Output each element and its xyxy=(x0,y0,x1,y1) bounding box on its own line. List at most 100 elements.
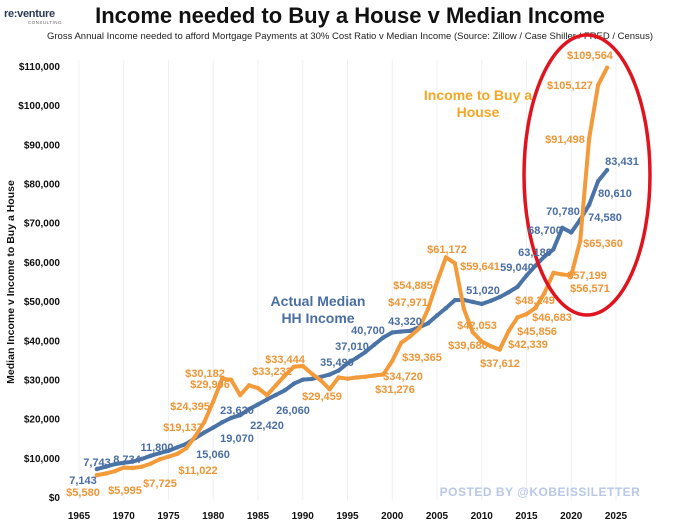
median-point xyxy=(595,178,601,184)
y-tick-label: $80,000 xyxy=(24,180,61,191)
median-point xyxy=(175,445,180,450)
house-data-label: $91,498 xyxy=(545,134,585,146)
y-tick-label: $10,000 xyxy=(24,454,61,465)
median-point xyxy=(488,298,493,304)
house-data-label: $24,395 xyxy=(170,401,210,413)
median-data-label: 26,060 xyxy=(276,405,310,417)
median-point xyxy=(121,460,126,465)
median-data-label: 23,620 xyxy=(220,405,254,417)
house-point xyxy=(228,377,234,383)
house-point xyxy=(390,358,395,364)
house-data-label: $42,053 xyxy=(457,320,497,332)
house-point xyxy=(157,457,162,462)
house-data-label: $65,360 xyxy=(583,238,623,250)
median-point xyxy=(604,167,610,173)
median-point xyxy=(506,290,511,295)
house-point xyxy=(112,468,118,474)
house-point xyxy=(166,454,171,459)
house-point xyxy=(318,378,323,383)
y-tick-label: $100,000 xyxy=(18,101,60,112)
house-point xyxy=(202,419,207,425)
house-point xyxy=(560,272,565,277)
house-point xyxy=(416,326,422,331)
median-point xyxy=(246,406,252,412)
house-point xyxy=(175,451,180,457)
house-point xyxy=(372,373,377,378)
house-point xyxy=(515,315,520,320)
house-income-line xyxy=(94,65,610,478)
median-data-label: 11,800 xyxy=(140,442,173,454)
median-point xyxy=(112,461,118,467)
median-point xyxy=(434,313,440,318)
y-tick-label: $40,000 xyxy=(24,336,61,347)
median-data-label: 43,320 xyxy=(388,316,422,328)
house-point xyxy=(148,461,153,466)
median-data-label: 51,020 xyxy=(466,285,500,297)
median-point xyxy=(148,453,153,459)
median-data-label: 7,143 xyxy=(69,475,97,487)
median-data-label: 15,060 xyxy=(196,449,230,461)
logo-subtext: CONSULTING xyxy=(27,20,62,25)
house-point xyxy=(103,471,109,476)
x-tick-label: 1975 xyxy=(157,511,180,522)
median-point xyxy=(586,202,592,207)
median-data-label: 8,734 xyxy=(113,454,141,466)
median-point xyxy=(425,321,431,326)
x-tick-label: 1980 xyxy=(202,511,225,522)
house-data-label: $57,199 xyxy=(567,270,607,282)
median-data-label: 59,040 xyxy=(500,262,534,274)
house-data-label: $7,725 xyxy=(143,478,177,490)
house-point xyxy=(407,334,413,339)
median-data-label: 74,580 xyxy=(588,212,622,224)
median-point xyxy=(300,377,305,382)
house-series-label: House xyxy=(457,104,500,120)
median-income-line xyxy=(94,168,610,472)
median-series-label: HH Income xyxy=(281,310,354,326)
median-point xyxy=(211,425,216,430)
median-data-label: 7,743 xyxy=(83,457,111,469)
median-point xyxy=(327,372,332,377)
x-tick-label: 1990 xyxy=(292,511,315,522)
median-point xyxy=(479,301,484,307)
house-point xyxy=(551,270,556,276)
house-data-label: $33,444 xyxy=(265,354,306,366)
median-point xyxy=(202,430,207,435)
house-point xyxy=(452,261,458,266)
house-data-label: $48,249 xyxy=(515,295,555,307)
median-data-label: 40,700 xyxy=(351,325,385,337)
house-point xyxy=(237,392,243,398)
x-tick-label: 2010 xyxy=(471,511,494,522)
median-point xyxy=(551,247,556,252)
house-point xyxy=(300,363,305,369)
median-point xyxy=(94,466,100,472)
x-tick-label: 2005 xyxy=(426,511,449,522)
chart-subtitle: Gross Annual Income needed to afford Mor… xyxy=(47,31,653,42)
x-tick-label: 2015 xyxy=(515,511,538,522)
house-point xyxy=(506,328,511,334)
house-series-label: Income to Buy a xyxy=(424,87,532,103)
house-point xyxy=(461,306,467,312)
logo-text: re:venture xyxy=(4,8,55,20)
house-point xyxy=(94,472,100,478)
house-point xyxy=(354,375,359,380)
house-point xyxy=(345,376,350,381)
house-point xyxy=(443,255,449,260)
median-point xyxy=(452,297,458,303)
house-data-label: $45,856 xyxy=(517,326,557,338)
house-point xyxy=(524,311,529,317)
house-point xyxy=(533,305,538,311)
house-data-label: $109,564 xyxy=(567,50,614,62)
median-series-label: Actual Median xyxy=(271,293,366,309)
median-data-label: 19,070 xyxy=(220,433,254,445)
median-data-label: 22,420 xyxy=(250,420,284,432)
house-point xyxy=(121,465,126,470)
y-tick-label: $60,000 xyxy=(24,258,61,269)
watermark: POSTED BY @KOBEISSILETTER xyxy=(440,485,641,499)
house-data-label: $30,182 xyxy=(185,368,225,380)
median-point xyxy=(533,263,538,268)
median-point xyxy=(407,328,413,334)
y-tick-label: $0 xyxy=(49,493,61,504)
y-tick-label: $90,000 xyxy=(24,140,61,151)
house-data-label: $29,906 xyxy=(190,379,230,391)
